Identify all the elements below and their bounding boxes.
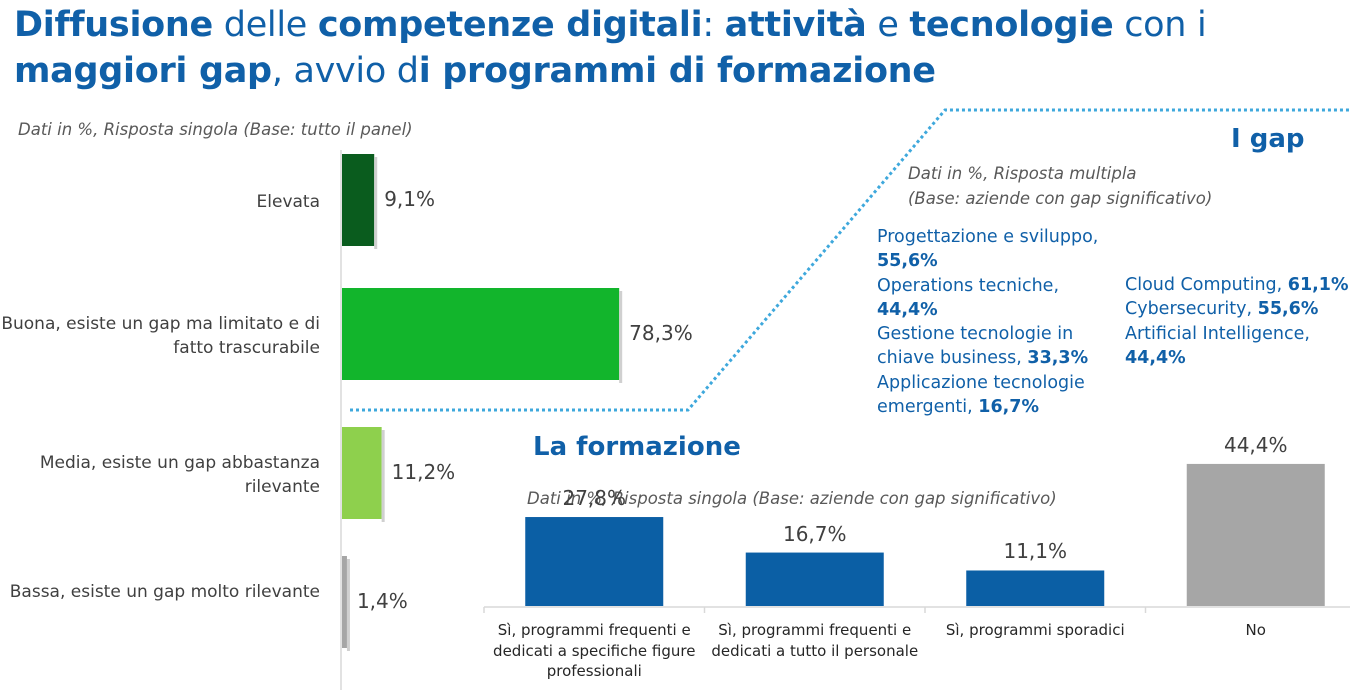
title-part: e (866, 5, 910, 45)
gap-item-value: 44,4% (1125, 347, 1186, 368)
formazione-heading: La formazione (533, 432, 741, 462)
hbar-4 (342, 556, 347, 648)
hbar-2 (342, 288, 620, 380)
vbar-category-label: Sì, programmi frequenti e dedicati a spec… (484, 620, 704, 682)
gap-list-item: Cloud Computing, 61,1% (1125, 273, 1350, 297)
gap-item-label: Operations tecniche, (877, 275, 1060, 296)
title-part: Diffusione (14, 5, 213, 45)
gap-list-item: Progettazione e sviluppo, 55,6% (877, 225, 1115, 274)
gap-list-item: Artificial Intelligence, 44,4% (1125, 322, 1350, 371)
vbar-category-line: professionali (546, 662, 642, 680)
gap-list-item: Applicazione tecnologie emergenti, 16,7% (877, 371, 1115, 420)
vbar-2 (745, 552, 884, 606)
hbar-shadow (381, 430, 385, 522)
gap-item-value: 44,4% (877, 299, 938, 320)
gap-technologies-list: Cloud Computing, 61,1% Cybersecurity, 55,… (1125, 273, 1350, 370)
hbar-value-label: 78,3% (629, 321, 693, 345)
vbar-1 (525, 517, 664, 606)
gap-item-label: Applicazione tecnologie emergenti, (877, 372, 1085, 418)
vbar-value-label: 16,7% (782, 521, 847, 546)
vbar-value-label: 27,8% (562, 486, 627, 511)
title-part: : (702, 5, 725, 45)
vbar-category-line: No (1245, 621, 1266, 639)
gap-item-label: Artificial Intelligence, (1125, 323, 1310, 344)
vbar-category-line: Sì, programmi frequenti e (497, 621, 691, 639)
title-part: i programmi di formazione (418, 51, 936, 91)
hbar-category-label: Media, esiste un gap abbastanza rilevant… (39, 453, 320, 497)
title-part: competenze digitali (317, 5, 703, 45)
vbar-category-line: Sì, programmi sporadici (945, 621, 1125, 639)
vbar-value-label: 44,4% (1223, 432, 1288, 457)
gap-item-value: 61,1% (1287, 275, 1349, 295)
vbar-category-label: No (1146, 620, 1350, 641)
title-part: con i (1113, 5, 1207, 45)
hbar-shadow (374, 157, 378, 249)
title-part: attività (724, 5, 867, 45)
hbar-category-label: Elevata (256, 192, 320, 212)
vbar-category-line: dedicati a specifiche figure (493, 641, 696, 660)
gap-item-label: Gestione tecnologie in chiave business, (877, 324, 1074, 369)
hbar-category-label: Bassa, esiste un gap molto rilevante (9, 582, 320, 602)
gap-item-label: Cybersecurity, (1125, 299, 1258, 320)
vbar-value-label: 11,1% (1003, 539, 1068, 564)
hbar-shadow (346, 559, 350, 651)
page-title: Diffusione delle competenze digitali: at… (14, 2, 1334, 94)
hbar-category-label: Buona, esiste un gap ma limitato e di fa… (1, 314, 320, 358)
gap-item-value: 55,6% (877, 251, 938, 272)
hbar-value-label: 1,4% (356, 589, 408, 613)
hbar-value-label: 9,1% (384, 187, 436, 211)
gap-activities-list: Progettazione e sviluppo, 55,6% Operation… (877, 225, 1115, 419)
vbar-4 (1186, 463, 1325, 606)
title-part: , avvio d (271, 51, 419, 91)
hbar-shadow (619, 291, 623, 383)
gap-list-item: Gestione tecnologie in chiave business, … (877, 322, 1115, 371)
title-part: tecnologie (909, 5, 1114, 45)
gap-item-label: Progettazione e sviluppo, (877, 227, 1099, 247)
title-part: maggiori gap (14, 51, 272, 91)
vbar-category-label: Sì, programmi sporadici (925, 620, 1145, 641)
gap-item-label: Cloud Computing, (1125, 275, 1288, 295)
gap-item-value: 16,7% (978, 397, 1040, 418)
gap-heading: I gap (1231, 124, 1305, 154)
hbar-value-label: 11,2% (391, 460, 456, 484)
left-chart-note: Dati in %, Risposta singola (Base: tutto… (18, 120, 413, 139)
vbar-category-line: Sì, programmi frequenti e (718, 621, 912, 639)
title-part: delle (212, 5, 318, 45)
hbar-3 (342, 427, 382, 519)
gap-note-line1: Dati in %, Risposta multipla (908, 164, 1137, 183)
gap-item-value: 55,6% (1257, 299, 1319, 320)
gap-list-item: Operations tecniche, 44,4% (877, 274, 1115, 323)
dotted-connector (350, 108, 1350, 412)
vbar-category-label: Sì, programmi frequenti e dedicati a tutt… (705, 620, 925, 661)
formazione-note: Dati in %, Risposta singola (Base: azien… (527, 489, 1057, 508)
gap-item-value: 33,3% (1027, 348, 1089, 369)
gap-list-item: Cybersecurity, 55,6% (1125, 297, 1350, 321)
vbar-category-line: dedicati a tutto il personale (711, 641, 919, 660)
vbar-3 (966, 570, 1105, 606)
hbar-1 (342, 154, 375, 246)
gap-note-line2: (Base: aziende con gap significativo) (908, 189, 1213, 208)
